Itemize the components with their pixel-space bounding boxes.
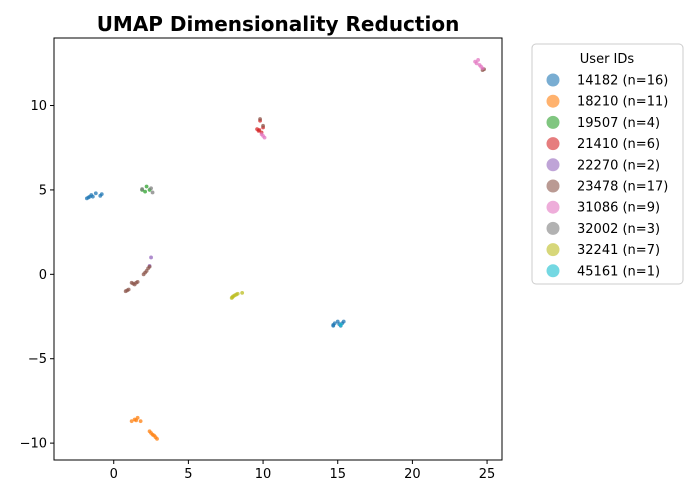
legend-marker xyxy=(546,243,560,257)
legend-label: 19507 (n=4) xyxy=(577,116,660,131)
chart-title: UMAP Dimensionality Reduction xyxy=(97,12,460,36)
x-tick-label: 25 xyxy=(479,467,496,482)
series-7 xyxy=(259,58,485,140)
data-point xyxy=(126,287,131,292)
x-tick-label: 0 xyxy=(110,467,118,482)
data-point xyxy=(99,192,104,197)
y-tick-label: 10 xyxy=(30,99,47,114)
legend-label: 14182 (n=16) xyxy=(577,74,668,89)
data-point xyxy=(135,280,140,284)
x-tick-label: 5 xyxy=(184,467,192,482)
legend-title: User IDs xyxy=(580,52,635,67)
legend-marker xyxy=(546,221,560,235)
data-point xyxy=(476,58,481,62)
plot-area xyxy=(84,58,486,441)
axes: 0 5 10 15 20 25 −10 −5 0 5 10 xyxy=(20,37,503,482)
legend-label: 32241 (n=7) xyxy=(577,243,660,258)
legend-label: 31086 (n=9) xyxy=(577,201,660,216)
series-9 xyxy=(229,290,245,300)
data-point xyxy=(86,195,91,200)
y-tick-label: 0 xyxy=(39,268,47,283)
data-point xyxy=(230,295,235,300)
series-8 xyxy=(140,186,155,195)
x-tick-label: 15 xyxy=(329,467,346,482)
data-point xyxy=(474,61,479,66)
legend-box xyxy=(531,43,684,285)
y-tick-label: −5 xyxy=(28,352,47,367)
data-point xyxy=(140,187,145,191)
data-point xyxy=(149,186,153,191)
series-10 xyxy=(338,323,343,327)
data-point xyxy=(149,255,153,260)
data-point xyxy=(134,418,139,423)
legend-marker xyxy=(546,73,560,87)
data-point xyxy=(90,194,95,199)
legend-marker xyxy=(546,94,560,108)
legend-marker xyxy=(546,200,560,214)
legend-label: 22270 (n=2) xyxy=(577,158,660,173)
data-point xyxy=(261,123,265,128)
series-2 xyxy=(129,415,159,441)
data-point xyxy=(341,319,346,324)
data-point xyxy=(129,419,134,424)
legend-label: 18210 (n=11) xyxy=(577,95,668,110)
data-point xyxy=(480,66,485,71)
data-point xyxy=(338,323,343,327)
x-tick-label: 20 xyxy=(404,467,421,482)
legend-marker xyxy=(546,115,560,129)
y-tick-label: −10 xyxy=(20,437,47,452)
series-6 xyxy=(123,67,486,294)
legend-marker xyxy=(546,158,560,172)
data-point xyxy=(143,189,147,194)
legend-marker xyxy=(546,264,560,278)
legend-label: 23478 (n=17) xyxy=(577,180,668,195)
legend-label: 21410 (n=6) xyxy=(577,137,660,152)
data-point xyxy=(258,117,262,121)
data-point xyxy=(144,184,149,189)
data-point xyxy=(235,291,240,296)
legend-marker xyxy=(546,179,560,193)
plot-frame xyxy=(53,37,503,461)
legend: User IDs 14182 (n=16) 18210 (n=11) 19507 (n… xyxy=(531,43,684,285)
data-point xyxy=(262,135,267,140)
data-point xyxy=(138,419,143,424)
data-point xyxy=(240,290,245,295)
data-point xyxy=(155,437,159,441)
data-point xyxy=(257,128,262,132)
legend-label: 32002 (n=3) xyxy=(577,222,660,237)
data-point xyxy=(93,191,98,196)
x-tick-label: 10 xyxy=(255,467,272,482)
legend-marker xyxy=(546,137,560,151)
data-point xyxy=(147,264,152,269)
data-point xyxy=(331,323,336,328)
legend-label: 45161 (n=1) xyxy=(577,264,660,279)
series-1 xyxy=(84,191,346,328)
data-point xyxy=(150,190,155,195)
y-tick-label: 5 xyxy=(39,183,47,198)
